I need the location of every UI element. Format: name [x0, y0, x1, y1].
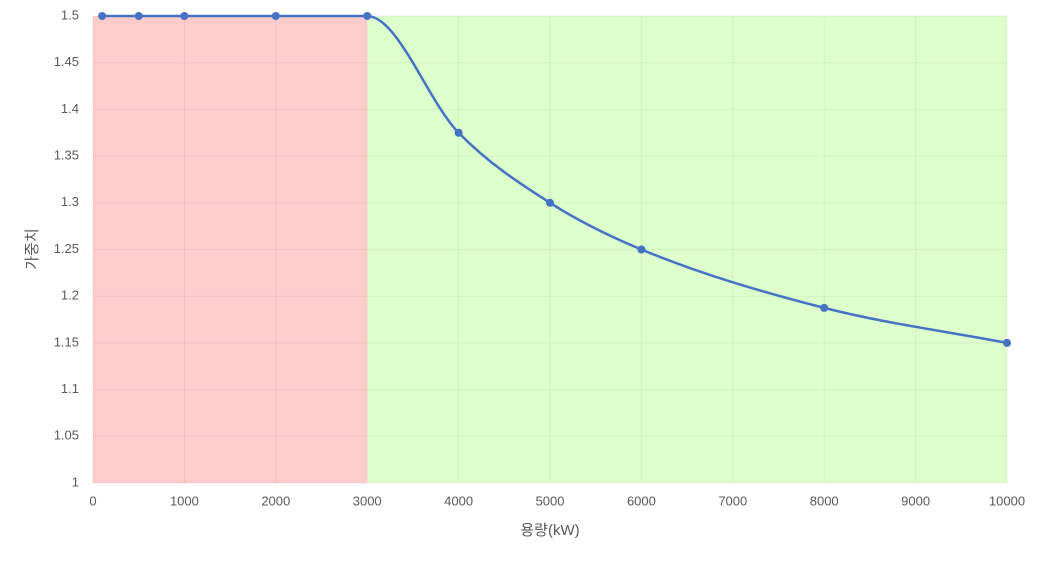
x-tick-label: 7000: [718, 493, 747, 508]
y-tick-label: 1.45: [54, 54, 79, 69]
point: [1003, 338, 1011, 347]
x-tick-label: 0: [89, 493, 96, 508]
x-axis-title: 용량(kW): [520, 522, 579, 539]
point: [637, 245, 646, 254]
x-tick-label: 4000: [444, 493, 473, 508]
y-tick-label: 1.3: [61, 194, 79, 209]
y-axis-title: 가중치: [24, 228, 41, 269]
x-tick-label: 1000: [170, 493, 199, 508]
point: [546, 198, 554, 207]
x-tick-label: 9000: [901, 493, 930, 508]
y-tick-label: 1.5: [61, 7, 79, 22]
y-tick-label: 1.25: [54, 241, 79, 256]
region: [93, 16, 368, 483]
x-tick-label: 2000: [261, 493, 290, 508]
x-tick-label: 10000: [989, 493, 1025, 508]
y-tick-label: 1.35: [54, 148, 79, 163]
y-tick-label: 1: [72, 474, 79, 489]
point: [454, 128, 463, 137]
region: [367, 16, 1007, 483]
point: [820, 303, 829, 312]
x-tick-label: 5000: [536, 493, 565, 508]
point: [363, 12, 372, 20]
x-tick-label: 3000: [353, 493, 382, 508]
y-tick-label: 1.2: [61, 288, 79, 303]
x-tick-label: 8000: [810, 493, 839, 508]
point: [271, 12, 280, 20]
x-tick-label: 6000: [627, 493, 656, 508]
point: [180, 12, 189, 20]
y-tick-label: 1.15: [54, 334, 79, 349]
point: [134, 12, 143, 20]
y-tick-label: 1.05: [54, 428, 79, 443]
y-tick-label: 1.4: [61, 101, 79, 116]
point: [98, 12, 107, 20]
y-tick-label: 1.1: [61, 381, 79, 396]
